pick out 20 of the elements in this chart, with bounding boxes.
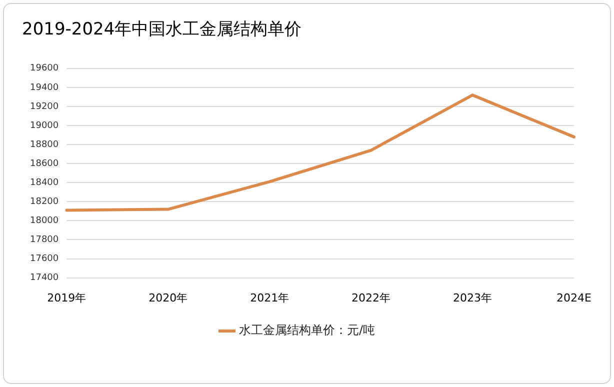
y-tick-label: 19000	[30, 120, 59, 131]
y-tick-label: 18200	[30, 197, 59, 207]
y-tick-label: 19600	[30, 64, 59, 74]
x-tick-label: 2023年	[453, 291, 492, 304]
y-tick-label: 17400	[30, 273, 59, 284]
legend-label: 水工金属结构单价：元/吨	[238, 323, 376, 338]
x-tick-label: 2024E	[556, 291, 592, 304]
y-tick-label: 17800	[30, 235, 59, 246]
y-tick-label: 19400	[30, 82, 59, 93]
x-tick-label: 2022年	[352, 291, 391, 304]
y-tick-label: 18800	[30, 140, 59, 150]
x-tick-label: 2019年	[47, 291, 86, 304]
chart-title: 2019-2024年中国水工金属结构单价	[22, 20, 302, 40]
y-tick-label: 19200	[30, 102, 59, 112]
x-tick-label: 2020年	[148, 291, 188, 304]
y-tick-label: 18000	[30, 216, 59, 226]
x-tick-label: 2021年	[250, 291, 290, 304]
y-tick-label: 17600	[30, 254, 59, 264]
y-tick-label: 18400	[30, 178, 59, 188]
y-tick-label: 18600	[30, 158, 59, 169]
